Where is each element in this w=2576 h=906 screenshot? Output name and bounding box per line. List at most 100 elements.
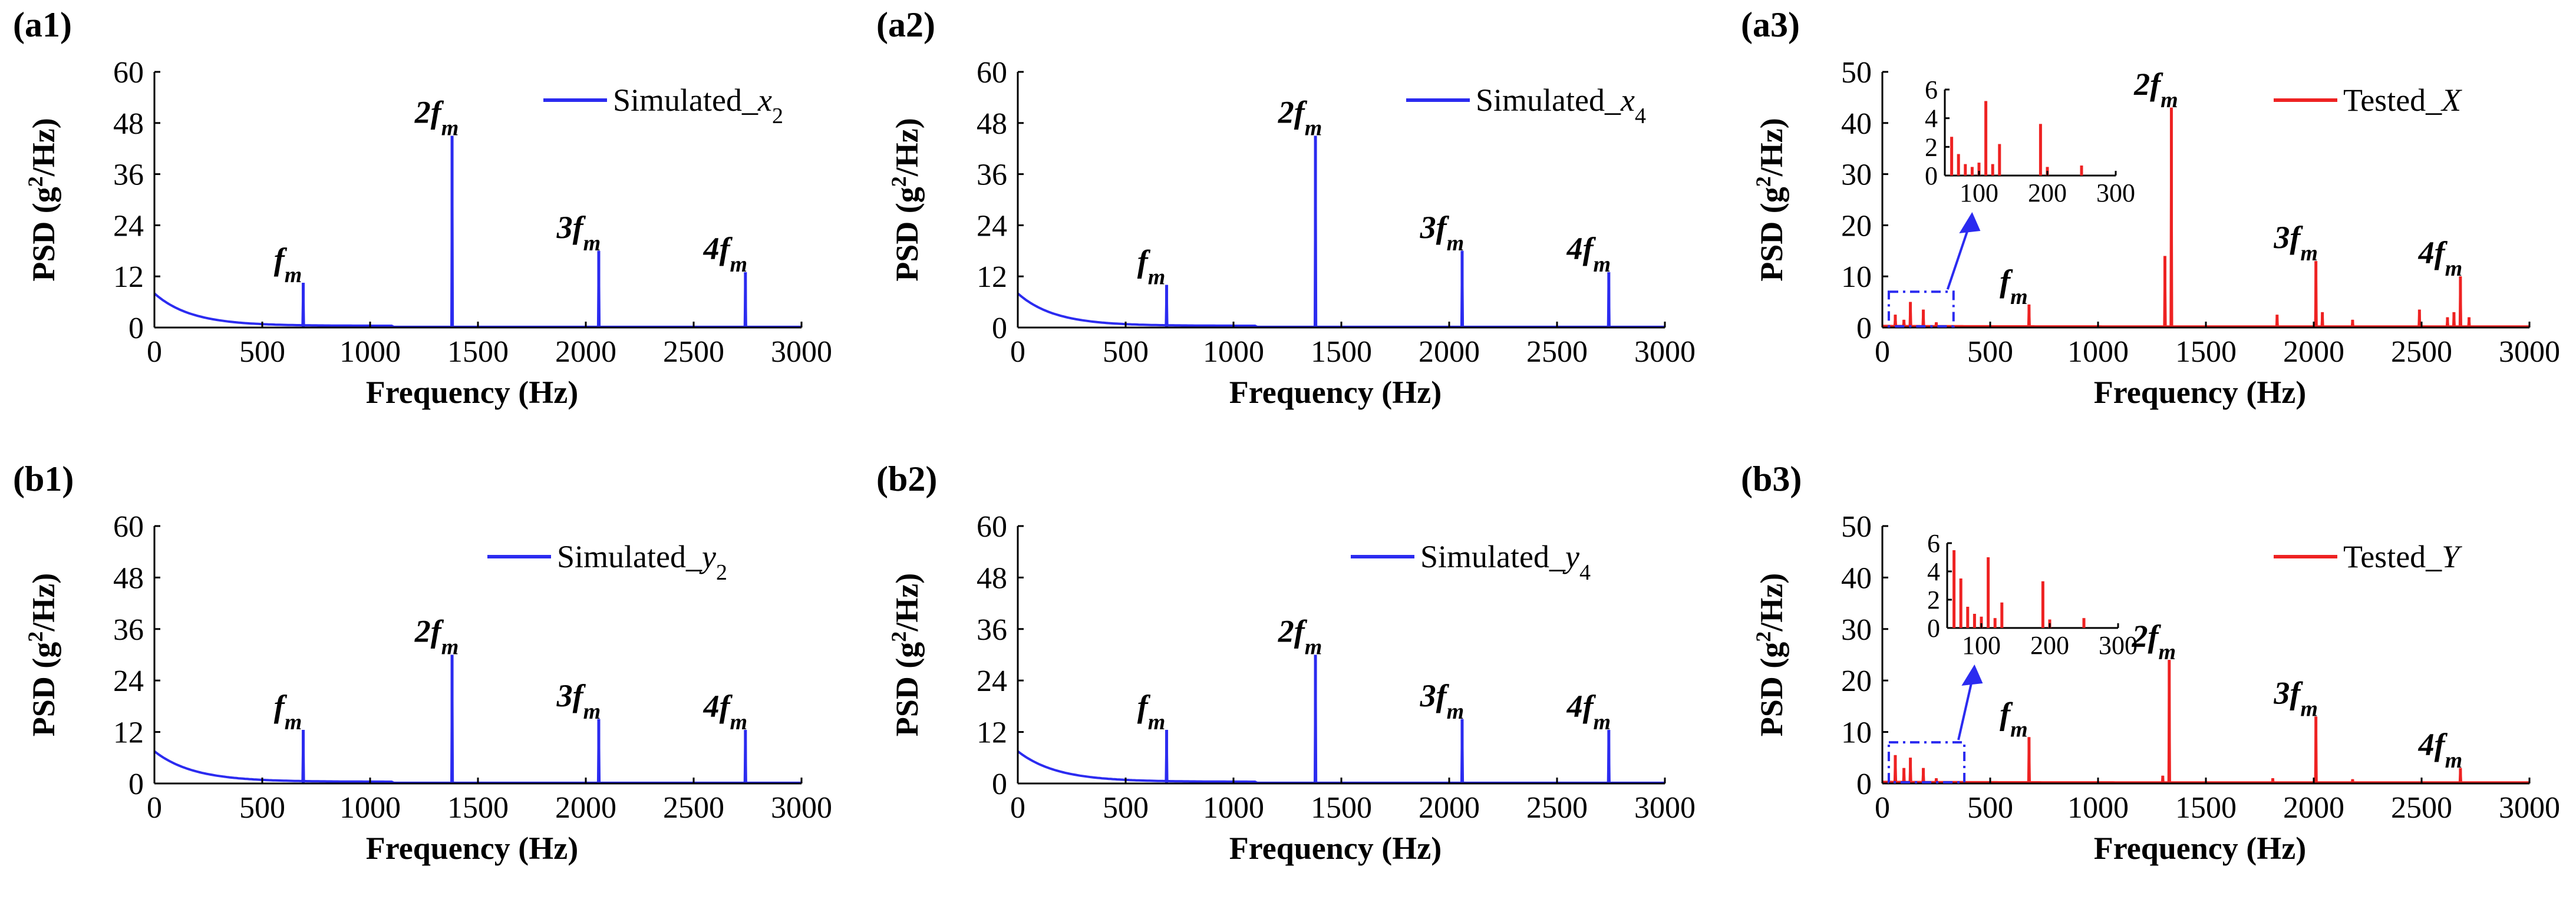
panel-label: (b3) xyxy=(1741,459,1802,498)
y-tick-label: 60 xyxy=(113,56,144,90)
y-axis-title: PSD (g2/Hz) xyxy=(1752,118,1789,281)
x-tick-label: 1000 xyxy=(2067,791,2129,825)
inset-x-tick-label: 100 xyxy=(1960,178,1998,207)
x-tick-label: 1500 xyxy=(1311,335,1372,369)
peak-annotation: 2fm xyxy=(1278,95,1322,141)
y-tick-label: 40 xyxy=(1841,561,1872,595)
x-tick-label: 2000 xyxy=(555,335,616,369)
y-axis-title: PSD (g2/Hz) xyxy=(24,573,61,736)
chart-panel-a1: (a1) 0 500 1000 1500 2000 2500 3000 0 12 24 36 48 60 F… xyxy=(13,5,832,410)
peak-annotation: fm xyxy=(274,242,302,287)
peak-annotation: 3fm xyxy=(556,678,601,724)
x-tick-label: 3000 xyxy=(1634,335,1696,369)
chart-panel-b3: (b3)0 500 1000 1500 2000 2500 300001020304050F… xyxy=(1741,459,2560,866)
y-tick-label: 40 xyxy=(1841,107,1872,141)
x-tick-label: 0 xyxy=(1875,791,1890,825)
x-tick-label: 2000 xyxy=(1419,791,1480,825)
peak-annotation: 4fm xyxy=(1566,689,1611,735)
inset-x-tick-label: 200 xyxy=(2028,178,2067,207)
y-tick-label: 12 xyxy=(113,260,144,294)
y-axis-title: PSD (g2/Hz) xyxy=(1752,573,1789,736)
y-tick-label: 60 xyxy=(977,56,1007,90)
chart-panel-b2: (b2) 0 500 1000 1500 2000 2500 3000 0 12 24 36 48 60 F… xyxy=(876,459,1696,866)
peak-annotation: 4fm xyxy=(1566,231,1611,277)
x-tick-label: 2000 xyxy=(2283,791,2344,825)
inset-x-tick-label: 300 xyxy=(2096,178,2135,207)
x-tick-label: 1000 xyxy=(339,791,401,825)
panel-label: (a1) xyxy=(13,5,72,44)
y-tick-label: 20 xyxy=(1841,209,1872,243)
x-axis-title: Frequency (Hz) xyxy=(1229,831,1442,866)
panel-label: (a3) xyxy=(1741,5,1800,44)
zoom-box xyxy=(1887,290,1955,328)
inset-x-tick-label: 300 xyxy=(2099,631,2138,660)
x-tick-label: 0 xyxy=(147,335,162,369)
peak-annotation: 3fm xyxy=(1420,678,1465,724)
x-tick-label: 2500 xyxy=(2391,791,2452,825)
x-tick-label: 0 xyxy=(147,791,162,825)
peak-annotation: 4fm xyxy=(703,231,748,277)
y-tick-label: 60 xyxy=(977,510,1007,544)
x-tick-label: 0 xyxy=(1010,335,1025,369)
x-tick-label: 1500 xyxy=(1311,791,1372,825)
series-line xyxy=(1882,107,2529,328)
x-tick-label: 3000 xyxy=(771,335,832,369)
y-tick-label: 36 xyxy=(113,158,144,192)
x-tick-label: 1500 xyxy=(447,791,509,825)
x-tick-label: 1000 xyxy=(1203,791,1264,825)
y-tick-label: 48 xyxy=(977,561,1007,595)
y-tick-label: 12 xyxy=(977,716,1007,750)
y-tick-label: 10 xyxy=(1841,260,1872,294)
y-tick-label: 24 xyxy=(113,664,144,698)
legend-label: Simulated_x2 xyxy=(613,82,783,128)
x-tick-label: 2500 xyxy=(1526,791,1588,825)
y-tick-label: 0 xyxy=(992,312,1007,345)
inset-y-tick-label: 0 xyxy=(1925,161,1938,190)
peak-annotation: 4fm xyxy=(703,689,748,735)
inset-y-tick-label: 0 xyxy=(1927,614,1940,643)
y-tick-label: 30 xyxy=(1841,613,1872,647)
x-tick-label: 1000 xyxy=(1203,335,1264,369)
x-tick-label: 1500 xyxy=(2175,791,2237,825)
legend-label: Simulated_x4 xyxy=(1476,82,1646,128)
y-tick-label: 10 xyxy=(1841,716,1872,750)
x-axis-title: Frequency (Hz) xyxy=(2094,831,2306,866)
inset-x-tick-label: 200 xyxy=(2030,631,2069,660)
peak-annotation: 3fm xyxy=(2273,220,2318,266)
peak-annotation: 2fm xyxy=(2132,619,2176,664)
peak-annotation: 3fm xyxy=(556,210,601,256)
legend-label: Simulated_y4 xyxy=(1420,539,1591,585)
x-tick-label: 2000 xyxy=(555,791,616,825)
x-tick-label: 3000 xyxy=(771,791,832,825)
inset-y-tick-label: 6 xyxy=(1925,75,1938,104)
peak-annotation: 4fm xyxy=(2418,727,2463,773)
x-tick-label: 0 xyxy=(1875,335,1890,369)
y-tick-label: 48 xyxy=(113,107,144,141)
x-tick-label: 2500 xyxy=(2391,335,2452,369)
panel-label: (a2) xyxy=(876,5,935,44)
y-tick-label: 24 xyxy=(977,664,1007,698)
x-tick-label: 2500 xyxy=(1526,335,1588,369)
x-tick-label: 1000 xyxy=(2067,335,2129,369)
inset-y-tick-label: 4 xyxy=(1925,104,1938,133)
y-tick-label: 0 xyxy=(128,312,144,345)
x-tick-label: 500 xyxy=(239,335,285,369)
panel-label: (b1) xyxy=(13,459,74,498)
y-tick-label: 0 xyxy=(128,768,144,801)
x-tick-label: 1000 xyxy=(339,335,401,369)
y-tick-label: 12 xyxy=(977,260,1007,294)
y-tick-label: 60 xyxy=(113,510,144,544)
x-tick-label: 1500 xyxy=(447,335,509,369)
peak-annotation: 2fm xyxy=(2133,67,2178,113)
x-tick-label: 1500 xyxy=(2175,335,2237,369)
y-tick-label: 0 xyxy=(1856,768,1872,801)
peak-annotation: 2fm xyxy=(414,95,459,141)
zoom-arrow-head xyxy=(1961,664,1983,686)
inset-x-tick-label: 100 xyxy=(1962,631,2001,660)
chart-panel-a3: (a3)0 500 1000 1500 2000 2500 300001020304050F… xyxy=(1741,5,2560,410)
peak-annotation: fm xyxy=(1137,244,1166,290)
y-tick-label: 36 xyxy=(977,613,1007,647)
peak-annotation: 3fm xyxy=(1420,210,1465,256)
x-tick-label: 500 xyxy=(1103,791,1149,825)
peak-annotation: fm xyxy=(274,689,302,735)
